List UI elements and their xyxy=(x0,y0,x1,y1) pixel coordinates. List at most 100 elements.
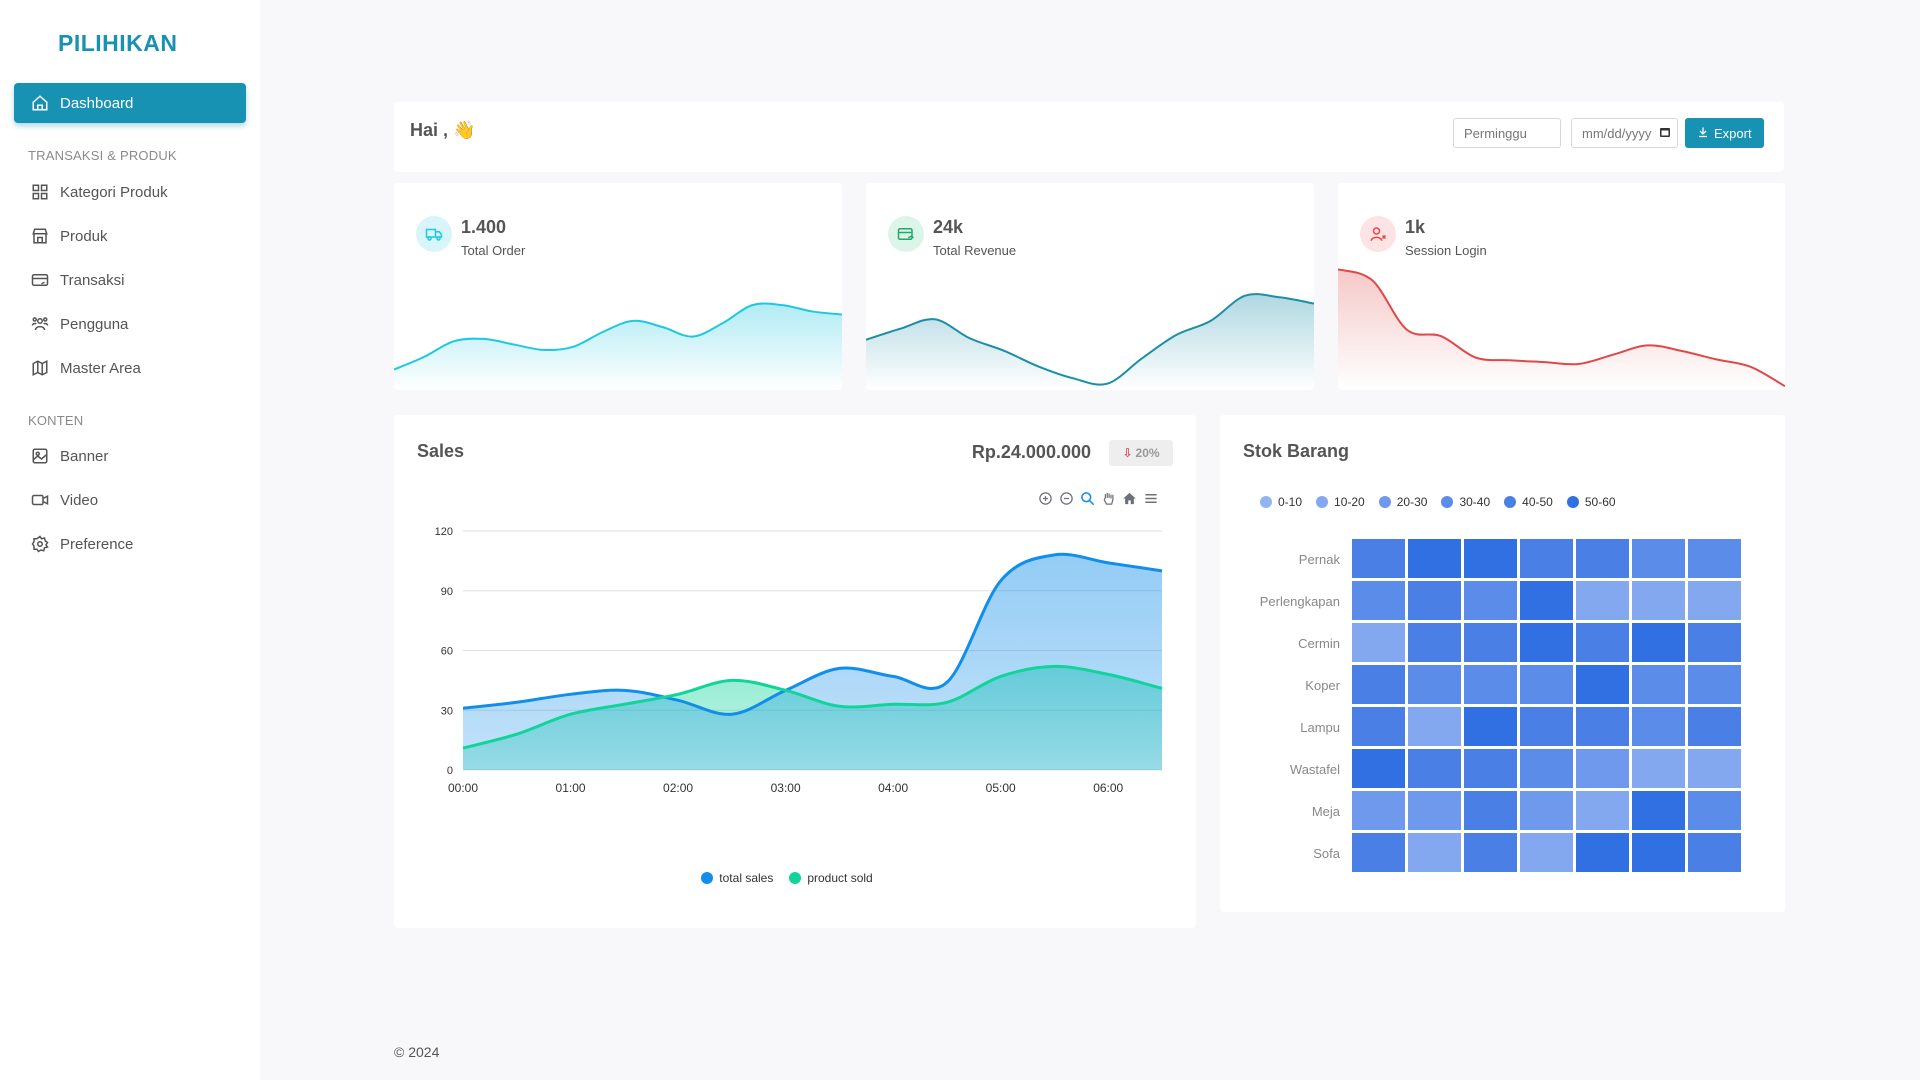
export-button[interactable]: Export xyxy=(1685,118,1764,148)
heatmap-cell[interactable] xyxy=(1352,833,1405,872)
heatmap-cell[interactable] xyxy=(1688,623,1741,662)
heatmap-cell[interactable] xyxy=(1576,539,1629,578)
selection-zoom-icon[interactable] xyxy=(1080,491,1095,511)
stat-card-sessions: 1k Session Login xyxy=(1338,183,1785,390)
legend-total-sales[interactable]: total sales xyxy=(701,871,773,885)
heatmap-cell[interactable] xyxy=(1520,791,1573,830)
heatmap-cell[interactable] xyxy=(1632,665,1685,704)
heatmap-cell[interactable] xyxy=(1352,749,1405,788)
heatmap-cell[interactable] xyxy=(1464,791,1517,830)
legend-label: 30-40 xyxy=(1459,495,1491,509)
heatmap-cell[interactable] xyxy=(1464,581,1517,620)
heatmap-legend-item[interactable]: 10-20 xyxy=(1316,495,1365,509)
heatmap-cell[interactable] xyxy=(1408,791,1461,830)
heatmap-legend-item[interactable]: 30-40 xyxy=(1441,495,1490,509)
menu-icon[interactable] xyxy=(1143,491,1159,511)
sidebar-item-banner[interactable]: Banner xyxy=(14,436,246,476)
sidebar-item-preference[interactable]: Preference xyxy=(14,524,246,564)
pan-hand-icon[interactable] xyxy=(1101,491,1116,511)
heatmap-cell[interactable] xyxy=(1352,707,1405,746)
heatmap-cell[interactable] xyxy=(1632,707,1685,746)
heatmap-cell[interactable] xyxy=(1520,749,1573,788)
heatmap-cell[interactable] xyxy=(1576,623,1629,662)
heatmap-cell[interactable] xyxy=(1576,665,1629,704)
sidebar-item-pengguna[interactable]: Pengguna xyxy=(14,304,246,344)
heatmap-legend-item[interactable]: 50-60 xyxy=(1566,495,1616,509)
store-icon xyxy=(30,226,50,246)
heatmap-cell[interactable] xyxy=(1408,539,1461,578)
heatmap-cell[interactable] xyxy=(1520,539,1573,578)
heatmap-legend-item[interactable]: 0-10 xyxy=(1260,495,1302,509)
heatmap-cell[interactable] xyxy=(1464,749,1517,788)
heatmap-cell[interactable] xyxy=(1576,749,1629,788)
home-icon xyxy=(30,93,50,113)
heatmap-cell[interactable] xyxy=(1352,791,1405,830)
heatmap-cell[interactable] xyxy=(1520,707,1573,746)
heatmap-cell[interactable] xyxy=(1464,539,1517,578)
heatmap-cell[interactable] xyxy=(1576,791,1629,830)
heatmap-cell[interactable] xyxy=(1464,665,1517,704)
heatmap-cell[interactable] xyxy=(1688,665,1741,704)
y-tick-label: 0 xyxy=(447,765,453,777)
heatmap-cell[interactable] xyxy=(1632,749,1685,788)
sales-amount: Rp.24.000.000 xyxy=(971,442,1091,462)
heatmap-cell[interactable] xyxy=(1520,833,1573,872)
sidebar-item-dashboard[interactable]: Dashboard xyxy=(14,83,246,123)
nav-section-konten: KONTEN xyxy=(28,413,84,428)
heatmap-cell[interactable] xyxy=(1632,581,1685,620)
app-logo[interactable]: PILIHIKAN xyxy=(58,30,178,56)
sidebar-item-kategori[interactable]: Kategori Produk xyxy=(14,172,246,212)
sidebar-item-label: Video xyxy=(60,491,99,509)
heatmap-cell[interactable] xyxy=(1688,749,1741,788)
heatmap-cell[interactable] xyxy=(1408,623,1461,662)
heatmap-cell[interactable] xyxy=(1576,833,1629,872)
stock-heatmap: Pernak Perlengkapan Cermin Koper Lampu Wastaf… xyxy=(1260,539,1741,872)
revenue-sparkline xyxy=(866,293,1314,390)
heatmap-cell[interactable] xyxy=(1632,833,1685,872)
heatmap-cell[interactable] xyxy=(1408,833,1461,872)
heatmap-cell[interactable] xyxy=(1464,707,1517,746)
heatmap-cell[interactable] xyxy=(1408,665,1461,704)
grid-icon xyxy=(30,182,50,202)
heatmap-legend-item[interactable]: 20-30 xyxy=(1378,495,1427,509)
heatmap-cell[interactable] xyxy=(1352,539,1405,578)
heatmap-cell[interactable] xyxy=(1520,581,1573,620)
home-reset-icon[interactable] xyxy=(1122,491,1137,511)
heatmap-cell[interactable] xyxy=(1632,623,1685,662)
heatmap-cell[interactable] xyxy=(1688,581,1741,620)
truck-icon xyxy=(416,216,452,252)
legend-label: 10-20 xyxy=(1334,495,1365,509)
sidebar-item-produk[interactable]: Produk xyxy=(14,216,246,256)
heatmap-cell[interactable] xyxy=(1408,749,1461,788)
heatmap-legend-item[interactable]: 40-50 xyxy=(1504,495,1553,509)
heatmap-cell[interactable] xyxy=(1632,539,1685,578)
heatmap-cell[interactable] xyxy=(1688,833,1741,872)
heatmap-cell[interactable] xyxy=(1352,581,1405,620)
heatmap-cell[interactable] xyxy=(1576,707,1629,746)
heatmap-cell[interactable] xyxy=(1688,707,1741,746)
heatmap-cell[interactable] xyxy=(1464,623,1517,662)
legend-product-sold[interactable]: product sold xyxy=(789,871,873,885)
stat-label: Total Order xyxy=(461,243,526,258)
heatmap-cell[interactable] xyxy=(1576,581,1629,620)
sales-change: 20% xyxy=(1135,446,1160,460)
sidebar-item-transaksi[interactable]: Transaksi xyxy=(14,260,246,300)
legend-label: 40-50 xyxy=(1522,495,1553,509)
date-input[interactable]: mm/dd/yyyy xyxy=(1571,118,1678,148)
heatmap-cell[interactable] xyxy=(1632,791,1685,830)
heatmap-cell[interactable] xyxy=(1688,791,1741,830)
zoom-in-icon[interactable] xyxy=(1038,491,1053,511)
heatmap-cell[interactable] xyxy=(1464,833,1517,872)
gear-icon xyxy=(30,534,50,554)
sidebar-item-master-area[interactable]: Master Area xyxy=(14,348,246,388)
period-select[interactable]: Perminggu xyxy=(1453,118,1561,148)
heatmap-cell[interactable] xyxy=(1408,581,1461,620)
heatmap-cell[interactable] xyxy=(1520,623,1573,662)
heatmap-cell[interactable] xyxy=(1352,665,1405,704)
heatmap-cell[interactable] xyxy=(1352,623,1405,662)
zoom-out-icon[interactable] xyxy=(1059,491,1074,511)
heatmap-cell[interactable] xyxy=(1520,665,1573,704)
heatmap-cell[interactable] xyxy=(1688,539,1741,578)
heatmap-cell[interactable] xyxy=(1408,707,1461,746)
sidebar-item-video[interactable]: Video xyxy=(14,480,246,520)
